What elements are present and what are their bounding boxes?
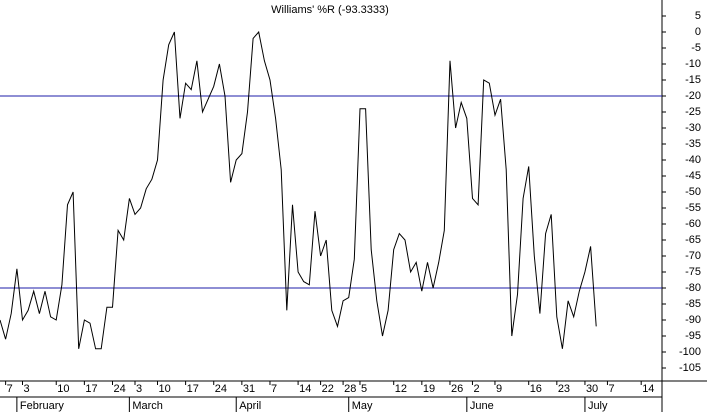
y-tick-label: -5 bbox=[691, 42, 701, 54]
y-tick-label: -105 bbox=[679, 362, 701, 374]
y-tick-label: -10 bbox=[685, 58, 701, 70]
x-tick-label: 5 bbox=[361, 383, 367, 395]
month-label: April bbox=[239, 400, 261, 412]
x-tick-label: 24 bbox=[215, 383, 227, 395]
x-tick-label: 2 bbox=[473, 383, 479, 395]
y-tick-label: -80 bbox=[685, 282, 701, 294]
y-tick-label: -15 bbox=[685, 74, 701, 86]
y-tick-label: -20 bbox=[685, 90, 701, 102]
x-tick-label: 16 bbox=[530, 383, 542, 395]
x-tick-label: 17 bbox=[85, 383, 97, 395]
y-tick-label: -75 bbox=[685, 266, 701, 278]
x-tick-label: 3 bbox=[136, 383, 142, 395]
y-tick-label: -70 bbox=[685, 250, 701, 262]
chart-title: Williams' %R (-93.3333) bbox=[271, 4, 389, 16]
y-tick-label: -85 bbox=[685, 298, 701, 310]
y-tick-label: -100 bbox=[679, 346, 701, 358]
x-tick-label: 10 bbox=[57, 383, 69, 395]
y-tick-label: -35 bbox=[685, 138, 701, 150]
y-tick-label: -45 bbox=[685, 170, 701, 182]
month-label: February bbox=[20, 400, 65, 412]
x-tick-label: 9 bbox=[496, 383, 502, 395]
month-label: March bbox=[132, 400, 163, 412]
x-tick-label: 14 bbox=[299, 383, 311, 395]
month-label: June bbox=[470, 400, 494, 412]
x-tick-label: 3 bbox=[23, 383, 29, 395]
x-tick-label: 22 bbox=[322, 383, 334, 395]
y-tick-label: -25 bbox=[685, 106, 701, 118]
x-tick-label: 10 bbox=[158, 383, 170, 395]
x-tick-label: 30 bbox=[586, 383, 598, 395]
y-tick-label: -60 bbox=[685, 218, 701, 230]
y-tick-label: -90 bbox=[685, 314, 701, 326]
x-tick-label: 26 bbox=[451, 383, 463, 395]
y-tick-label: -55 bbox=[685, 202, 701, 214]
y-tick-label: 5 bbox=[695, 10, 701, 22]
y-tick-label: -40 bbox=[685, 154, 701, 166]
x-tick-label: 31 bbox=[243, 383, 255, 395]
x-tick-label: 12 bbox=[395, 383, 407, 395]
x-tick-label: 17 bbox=[187, 383, 199, 395]
y-tick-label: -65 bbox=[685, 234, 701, 246]
month-label: May bbox=[352, 400, 373, 412]
y-tick-label: 0 bbox=[695, 26, 701, 38]
x-tick-label: 7 bbox=[608, 383, 614, 395]
data-line bbox=[0, 30, 597, 350]
y-tick-label: -95 bbox=[685, 330, 701, 342]
x-tick-label: 7 bbox=[7, 383, 13, 395]
y-tick-label: -50 bbox=[685, 186, 701, 198]
x-tick-label: 19 bbox=[423, 383, 435, 395]
x-tick-label: 28 bbox=[344, 383, 356, 395]
month-label: July bbox=[588, 400, 608, 412]
x-tick-label: 23 bbox=[558, 383, 570, 395]
y-tick-label: -30 bbox=[685, 122, 701, 134]
x-tick-label: 7 bbox=[271, 383, 277, 395]
x-tick-label: 24 bbox=[113, 383, 125, 395]
x-tick-label: 14 bbox=[642, 383, 654, 395]
